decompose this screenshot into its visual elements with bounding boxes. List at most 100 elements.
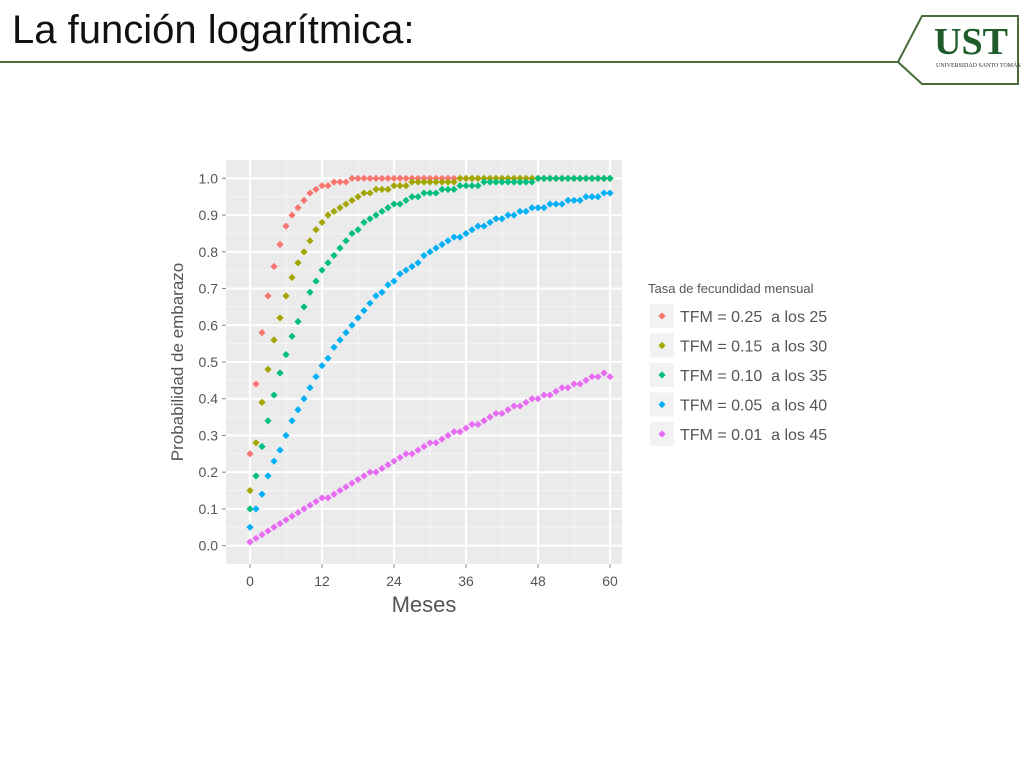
data-point — [576, 174, 584, 182]
data-point — [438, 178, 446, 186]
data-point — [372, 468, 380, 476]
data-point — [246, 505, 254, 513]
data-point — [480, 178, 488, 186]
legend-label: TFM = 0.15 a los 30 — [680, 339, 827, 356]
data-point — [312, 226, 320, 234]
data-point — [324, 354, 332, 362]
data-point — [552, 174, 560, 182]
y-tick-label: 0.3 — [199, 427, 219, 443]
data-point — [282, 516, 290, 524]
data-point — [342, 329, 350, 337]
data-point — [486, 218, 494, 227]
data-point — [252, 472, 260, 480]
data-point — [390, 277, 398, 285]
data-point — [378, 185, 386, 193]
data-point — [300, 505, 308, 513]
data-point — [468, 174, 476, 182]
y-tick-label: 0.1 — [199, 501, 219, 517]
data-point — [372, 292, 380, 300]
legend-label: TFM = 0.10 a los 35 — [680, 368, 827, 385]
data-point — [510, 178, 518, 186]
data-point — [402, 450, 410, 458]
data-point — [300, 395, 308, 403]
header-rule — [0, 15, 1019, 85]
data-point — [294, 406, 302, 414]
data-point — [474, 420, 482, 429]
data-point — [324, 259, 332, 267]
data-point — [396, 453, 404, 462]
data-point — [354, 314, 362, 322]
data-point — [372, 185, 380, 193]
legend-swatch — [658, 341, 666, 350]
data-point — [456, 233, 464, 241]
data-point — [462, 174, 470, 182]
data-point — [570, 174, 578, 182]
data-point — [408, 178, 416, 186]
data-point — [558, 384, 566, 392]
data-point — [276, 369, 284, 377]
data-point — [582, 174, 590, 182]
data-point — [534, 204, 542, 212]
data-point — [468, 226, 476, 234]
data-point — [492, 409, 500, 418]
data-point — [594, 373, 602, 381]
data-point — [444, 185, 452, 193]
data-point — [444, 431, 452, 440]
data-point — [450, 233, 458, 241]
data-point — [312, 373, 320, 381]
data-point — [516, 207, 524, 216]
legend-swatch — [658, 371, 666, 379]
data-point — [300, 248, 308, 256]
data-point — [432, 439, 440, 447]
data-point — [522, 207, 530, 216]
data-point — [318, 266, 326, 274]
data-point — [432, 189, 440, 197]
data-point — [594, 174, 602, 182]
data-point — [432, 178, 440, 186]
axis-ticks: 0 12 24 36 48 60 0.0 0.1 0.2 0.3 0.4 0.5 0.6 0.7 0.8 0.… — [199, 170, 618, 589]
data-point — [408, 262, 416, 271]
data-point — [396, 182, 404, 190]
data-point — [402, 196, 410, 204]
data-point — [498, 178, 506, 186]
data-point — [420, 251, 428, 260]
data-point — [366, 189, 374, 197]
data-point — [528, 395, 536, 403]
data-point — [546, 200, 554, 208]
data-point — [354, 193, 362, 201]
data-point — [504, 406, 512, 414]
data-point — [546, 391, 554, 399]
data-point — [480, 222, 488, 230]
data-point — [498, 174, 506, 182]
y-tick-label: 0.9 — [199, 207, 219, 223]
data-point — [276, 520, 284, 528]
data-point — [606, 189, 614, 197]
data-point — [378, 207, 386, 216]
data-point — [252, 534, 260, 542]
data-point — [306, 384, 314, 392]
data-point — [582, 376, 590, 384]
data-point — [540, 174, 548, 182]
data-point — [330, 178, 338, 186]
data-point — [330, 343, 338, 351]
series-3 — [246, 189, 614, 531]
data-point — [402, 266, 410, 274]
data-point — [360, 472, 368, 480]
y-tick-label: 0.7 — [199, 281, 219, 297]
data-point — [306, 501, 314, 509]
data-point — [564, 196, 572, 204]
data-point — [258, 442, 266, 451]
data-point — [348, 479, 356, 487]
y-tick-label: 0.6 — [199, 317, 219, 333]
legend-item: TFM = 0.10 a los 35 — [650, 363, 827, 387]
data-point — [474, 182, 482, 190]
data-point — [606, 373, 614, 381]
y-tick-label: 0.4 — [199, 391, 219, 407]
data-point — [384, 204, 392, 212]
legend-item: TFM = 0.15 a los 30 — [650, 333, 827, 358]
data-point — [342, 483, 350, 491]
data-point — [450, 178, 458, 186]
data-point — [444, 178, 452, 186]
data-point — [486, 174, 494, 182]
data-point — [510, 174, 518, 182]
